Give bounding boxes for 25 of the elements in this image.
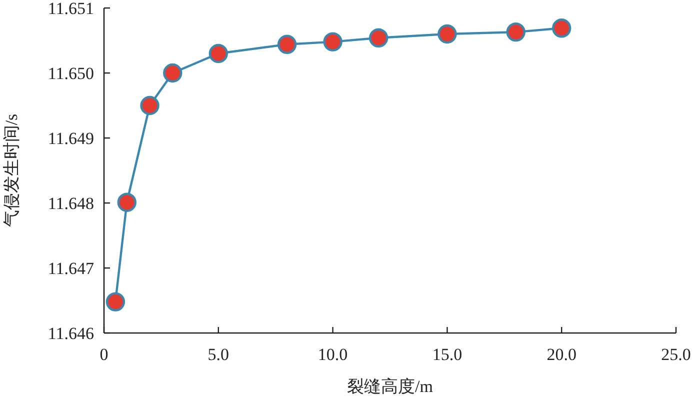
x-axis-title: 裂缝高度/m [347, 377, 433, 396]
point [552, 18, 572, 38]
x-tick-label: 10.0 [318, 345, 348, 364]
y-tick-label: 11.651 [48, 0, 94, 18]
y-tick-label: 11.648 [48, 194, 94, 213]
point [140, 96, 160, 116]
point [506, 22, 526, 42]
point [106, 292, 126, 312]
y-tick-label: 11.646 [48, 324, 94, 343]
x-tick-label: 15.0 [432, 345, 462, 364]
point [323, 32, 342, 52]
x-tick-label: 25.0 [661, 345, 691, 364]
y-tick-label: 11.649 [48, 129, 94, 148]
point [163, 63, 182, 83]
x-tick-label: 5.0 [208, 345, 230, 364]
x-tick-label: 0 [100, 345, 108, 364]
point [208, 44, 228, 64]
point [438, 24, 457, 44]
y-tick-label: 11.647 [48, 259, 94, 278]
point [277, 34, 297, 54]
point [117, 192, 136, 212]
y-tick-label: 11.650 [48, 64, 94, 83]
x-tick-label: 20.0 [546, 345, 576, 364]
point [368, 28, 388, 48]
y-axis-title: 气侵发生时间/s [2, 114, 21, 228]
